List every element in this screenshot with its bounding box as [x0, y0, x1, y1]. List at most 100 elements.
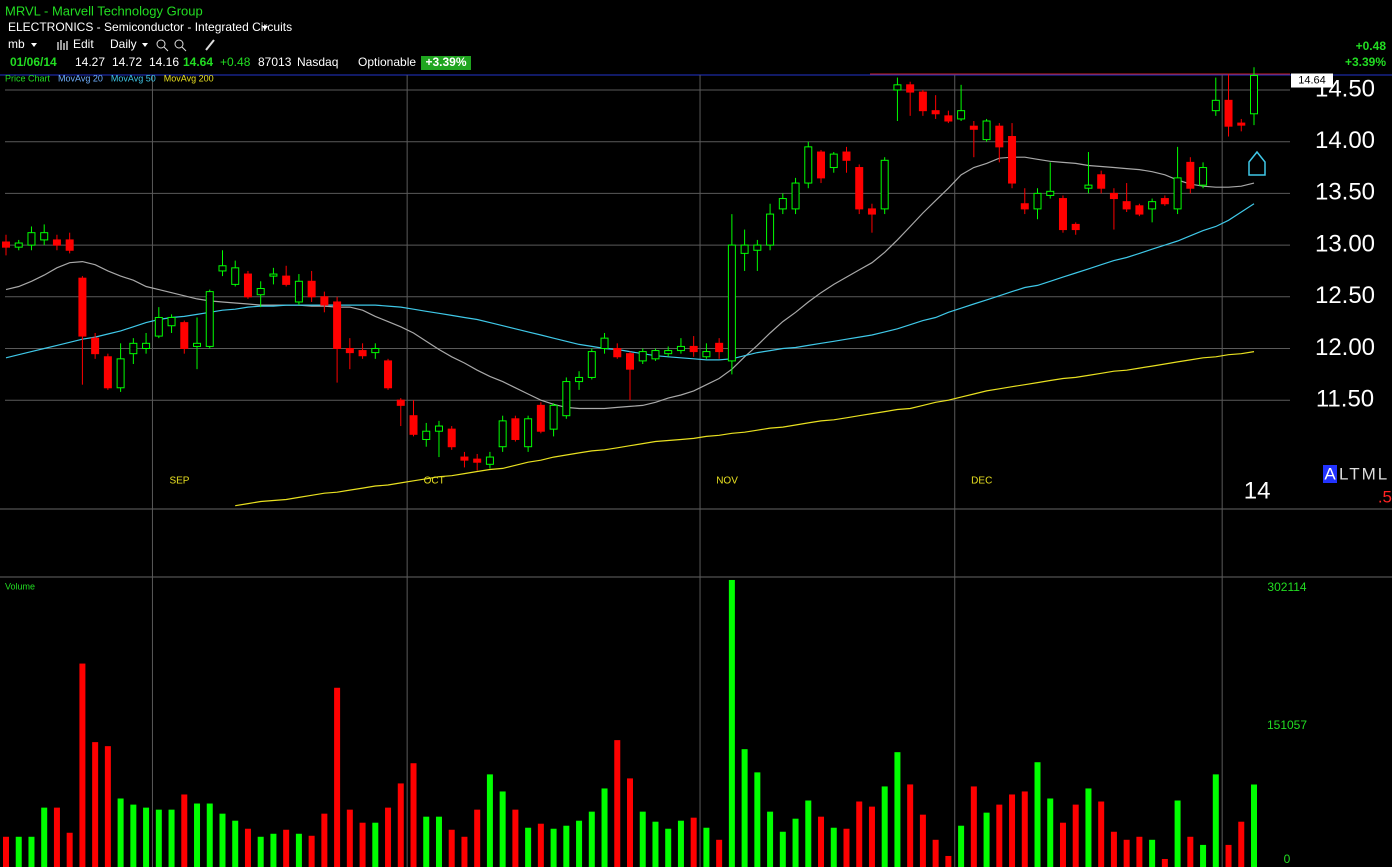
volume-bar: [1034, 762, 1041, 867]
volume-bar: [627, 778, 633, 867]
volume-bar: [334, 687, 341, 867]
volume-bar: [244, 828, 251, 867]
edit-button[interactable]: Edit: [73, 37, 94, 51]
zoom-out-icon[interactable]: [174, 39, 187, 52]
candle-body: [269, 273, 278, 277]
legend-entry: Price Chart: [5, 73, 51, 83]
candle-body: [562, 381, 571, 417]
account-menu[interactable]: mb: [8, 37, 25, 51]
dropdown-icon[interactable]: [142, 43, 148, 47]
candle-body: [804, 146, 813, 184]
candle-body: [918, 91, 927, 112]
alert-icon[interactable]: [1248, 150, 1266, 176]
candle-body: [855, 167, 864, 210]
volume-bar: [614, 740, 621, 867]
candle-body: [409, 415, 418, 435]
y-tick-label: 12.00: [1315, 334, 1375, 361]
volume-bar: [1174, 800, 1181, 867]
volume-bar: [194, 803, 201, 867]
volume-bar: [512, 809, 519, 867]
volume-bar: [1212, 774, 1219, 867]
volume-bar: [958, 825, 965, 867]
candle-body: [205, 291, 214, 347]
candle-body: [2, 241, 10, 248]
corner-red: .5: [1378, 487, 1392, 506]
candle-body: [103, 356, 112, 389]
volume-bar: [576, 820, 583, 867]
candle-body: [969, 125, 978, 130]
volume-bar: [1123, 839, 1130, 867]
volume-bar: [283, 829, 290, 867]
volume-bar: [728, 579, 735, 867]
volume-bar: [1136, 836, 1143, 867]
volume-bar: [716, 839, 723, 867]
volume-bar: [385, 807, 392, 867]
candle-body: [180, 322, 189, 349]
candle-body: [27, 232, 36, 246]
bars-icon[interactable]: [57, 40, 68, 50]
volume-bar: [28, 836, 35, 867]
volume-bar: [3, 836, 9, 867]
volume-bar: [652, 821, 659, 867]
candle-body: [791, 182, 800, 210]
quote-change-pct: +3.39%: [425, 55, 466, 69]
candle-body: [1008, 136, 1017, 184]
candle-body: [333, 301, 342, 349]
candle-body: [371, 347, 380, 354]
volume-bar: [881, 786, 888, 867]
zoom-in-icon[interactable]: [156, 39, 169, 52]
moving-average: [5, 156, 1255, 410]
volume-bar: [1072, 804, 1079, 867]
candle-body: [345, 347, 354, 354]
volume-bar: [1009, 794, 1016, 867]
dropdown-icon[interactable]: [262, 26, 268, 30]
candle-body: [626, 353, 634, 370]
candle-body: [1084, 184, 1093, 189]
y-tick-label: 13.50: [1315, 179, 1375, 206]
industry[interactable]: ELECTRONICS - Semiconductor - Integrated…: [8, 20, 292, 34]
x-tick-label: NOV: [716, 476, 738, 487]
volume-bar: [1238, 821, 1245, 867]
candle-body: [320, 296, 329, 306]
volume-bar: [79, 663, 86, 867]
candle-body: [1211, 99, 1220, 112]
volume-bar: [792, 818, 799, 867]
candle-body: [842, 151, 851, 161]
candle-body: [1033, 192, 1042, 210]
candle-body: [740, 244, 749, 254]
volume-bar: [1047, 798, 1054, 867]
volume-bar: [767, 811, 774, 867]
candle-body: [396, 399, 405, 406]
candle-body: [193, 342, 202, 347]
volume-bar: [346, 809, 353, 867]
dropdown-icon[interactable]: [31, 43, 37, 47]
pct-badge: [421, 56, 471, 70]
candle-body: [1160, 198, 1169, 205]
candle-body: [1186, 161, 1195, 189]
candle-body: [142, 342, 151, 349]
draw-icon[interactable]: [205, 39, 215, 51]
candle-body: [638, 351, 647, 362]
volume-bar: [104, 746, 111, 867]
volume-bar: [15, 836, 22, 867]
candle-body: [282, 275, 291, 285]
volume-bar: [53, 807, 60, 867]
period-menu[interactable]: Daily: [110, 37, 137, 51]
candle-body: [829, 153, 838, 169]
candle-body: [1237, 122, 1246, 126]
volume-bar: [1098, 801, 1105, 867]
volume-bar: [690, 817, 697, 867]
candle-body: [727, 244, 736, 362]
volume-bar: [474, 809, 481, 867]
volume-bar: [563, 825, 570, 867]
candle-body: [116, 358, 125, 389]
candle-body: [587, 351, 596, 378]
volume-bar: [665, 828, 672, 867]
candle-body: [1122, 201, 1131, 210]
volume-bar: [143, 807, 150, 867]
x-tick-label: 14: [1244, 477, 1271, 504]
volume-bar: [970, 786, 977, 867]
volume-bar: [677, 820, 684, 867]
candle-body: [91, 337, 100, 355]
